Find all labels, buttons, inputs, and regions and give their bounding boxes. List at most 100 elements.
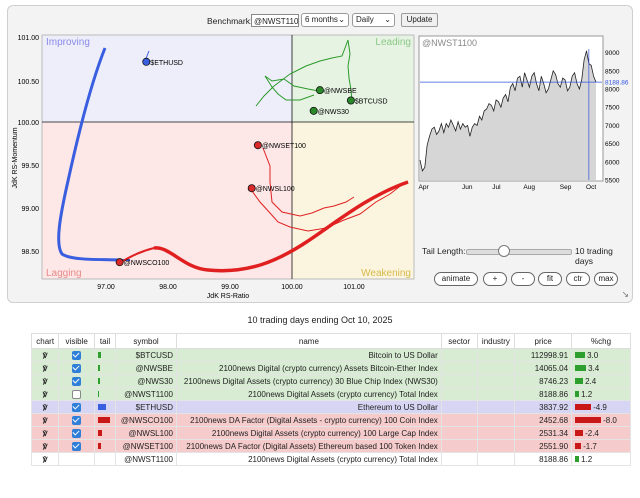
price-chart: @NWST1100 9000 8500 8000 7500 7000 6500 6000 55… [418,35,629,191]
sector-cell [440,387,478,401]
column-header-symbol[interactable]: symbol [115,333,177,349]
tail-btcusd [347,39,353,102]
benchmark-input[interactable]: @NWST1100 [251,14,299,27]
rrg-point[interactable] [253,141,262,150]
price-y-tick: 5500 [605,178,620,185]
chg-bar [575,443,582,450]
column-header-industry[interactable]: industry [476,333,516,349]
chart-icon[interactable]: ℣ [42,443,48,451]
visible-checkbox[interactable] [72,363,82,373]
column-header-tail[interactable]: tail [94,333,117,349]
chart-icon[interactable]: ℣ [42,352,48,360]
table-row[interactable]: ℣ @NWS30 2100news Digital Assets (crypto c… [30,374,631,388]
symbol-cell[interactable]: @NWSCO100 [115,413,177,427]
visible-checkbox[interactable] [72,402,82,412]
rrg-point[interactable] [247,184,256,193]
price-cell: 2551.90 [514,439,573,453]
table-row[interactable]: ℣ @NWSL100 2100news Digital Assets (crypto… [30,426,631,440]
symbol-cell[interactable]: @NWST1100 [115,452,177,466]
column-header-price[interactable]: price [514,333,573,349]
column-header-sector[interactable]: sector [440,333,478,349]
chg-value: 3.4 [588,363,600,373]
period-select[interactable]: 6 months ⌄ [301,13,349,27]
rrg-point[interactable] [142,57,151,66]
chg-cell: -1.7 [571,439,631,453]
symbol-cell[interactable]: @NWS30 [115,374,177,388]
chart-icon[interactable]: ℣ [42,430,48,438]
price-y-tick: 6500 [605,141,620,148]
chg-cell: 3.4 [571,361,631,375]
chart-icon[interactable]: ℣ [42,417,48,425]
table-row[interactable]: ℣ @NWST1100 2100news Digital Assets (crypt… [30,387,631,401]
price-cell: 2452.68 [514,413,573,427]
chart-icon[interactable]: ℣ [42,378,48,386]
tail-swatch [98,443,102,450]
rrg-chart[interactable]: Improving Leading Lagging Weakening 101.… [8,6,428,304]
visible-checkbox[interactable] [72,415,82,425]
chg-value: 2.4 [585,376,597,386]
rrg-point-label: @NWSCO100 [124,260,170,267]
name-cell: 2100news DA Factor (Digital Assets - cry… [175,413,442,427]
chg-cell: 1.2 [571,387,631,401]
table-row[interactable]: ℣ @NWST1100 2100news Digital Assets (crypt… [30,452,631,466]
max-button[interactable]: max [594,272,618,286]
y-tick: 99.50 [21,163,39,170]
tail-length-handle[interactable] [498,245,511,257]
resize-grip-icon[interactable]: ↘ [621,289,629,299]
chg-value: 1.2 [581,389,593,399]
chart-icon[interactable]: ℣ [42,391,48,399]
rrg-point[interactable] [315,86,324,95]
interval-select[interactable]: Daily ⌄ [352,13,395,27]
tail-length-slider[interactable] [466,245,572,257]
symbol-cell[interactable]: $BTCUSD [115,348,177,362]
rrg-point[interactable] [309,106,318,115]
tail-nwset100 [262,147,355,217]
zoom-out-button[interactable]: - [511,272,535,286]
price-y-tick: 7000 [605,123,620,130]
visible-checkbox[interactable] [72,428,82,438]
visible-checkbox[interactable] [72,441,82,451]
x-tick: 99.00 [221,284,239,291]
visible-checkbox[interactable] [72,389,82,399]
table-row[interactable]: ℣ $BTCUSD Bitcoin to US Dollar 112998.91 3.0 [30,348,631,362]
chg-bar [575,417,602,424]
rrg-point[interactable] [115,258,124,267]
symbol-cell[interactable]: @NWST1100 [115,387,177,401]
chart-icon[interactable]: ℣ [42,456,48,464]
table-row[interactable]: ℣ @NWSBE 2100news Digital (crypto currency… [30,361,631,375]
table-row[interactable]: ℣ @NWSCO100 2100news DA Factor (Digital As… [30,413,631,427]
symbol-cell[interactable]: @NWSET100 [115,439,177,453]
chg-value: -2.4 [585,428,599,438]
x-tick: 100.00 [281,284,303,291]
symbol-cell[interactable]: $ETHUSD [115,400,177,414]
quadrant-weakening [292,122,414,279]
update-button[interactable]: Update [401,13,438,27]
table-row[interactable]: ℣ $ETHUSD Ethereum to US Dollar 3837.92 -4.9 [30,400,631,414]
industry-cell [476,348,516,362]
price-cell: 112998.91 [514,348,573,362]
quadrant-label-lagging: Lagging [46,268,82,279]
sector-cell [440,413,478,427]
table-row[interactable]: ℣ @NWSET100 2100news DA Factor (Digital As… [30,439,631,453]
y-axis-label: JdK RS-Momentum [12,127,19,188]
price-area [419,49,602,180]
rrg-point[interactable] [346,96,355,105]
center-button[interactable]: ctr [566,272,590,286]
column-header-name[interactable]: name [175,333,442,349]
symbol-cell[interactable]: @NWSBE [115,361,177,375]
fit-button[interactable]: fit [538,272,562,286]
y-tick: 99.00 [21,206,39,213]
visible-checkbox[interactable] [72,376,82,386]
y-tick: 100.00 [18,120,40,127]
symbol-cell[interactable]: @NWSL100 [115,426,177,440]
column-header-chg[interactable]: %chg [571,333,631,349]
zoom-in-button[interactable]: + [483,272,507,286]
chart-icon[interactable]: ℣ [42,365,48,373]
chart-icon[interactable]: ℣ [42,404,48,412]
column-header-chart[interactable]: chart [30,333,60,349]
column-header-visible[interactable]: visible [58,333,96,349]
name-cell: Ethereum to US Dollar [175,400,442,414]
animate-button[interactable]: animate [434,272,478,286]
rrg-panel: Benchmark: @NWST1100 6 months ⌄ Daily ⌄ Up… [7,5,633,303]
visible-checkbox[interactable] [72,350,82,360]
